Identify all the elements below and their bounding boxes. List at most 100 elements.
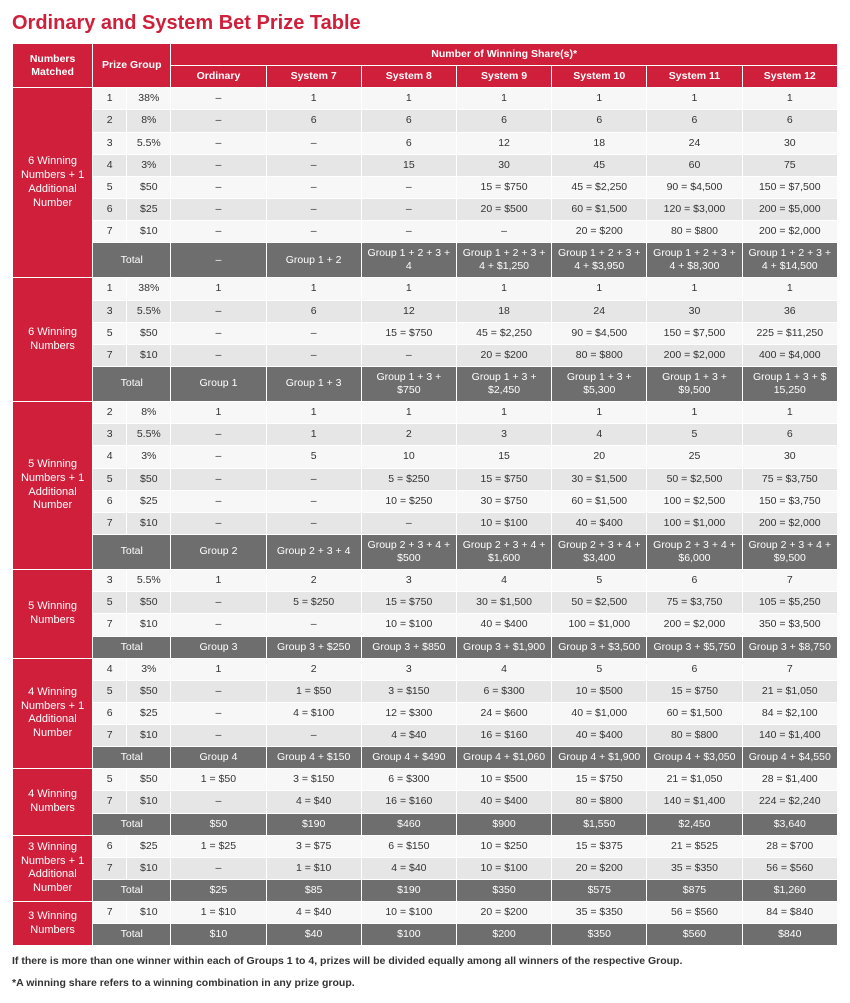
prize-group-cell: $50 bbox=[127, 322, 171, 344]
table-row: 3 Winning Numbers + 1 Additional Number6… bbox=[13, 835, 838, 857]
value-cell: 1 bbox=[456, 402, 551, 424]
table-row: 5 Winning Numbers35.5%1234567 bbox=[13, 570, 838, 592]
section-label: 5 Winning Numbers + 1 Additional Number bbox=[13, 402, 93, 570]
value-cell: 20 = $200 bbox=[456, 902, 551, 924]
value-cell: 24 bbox=[552, 300, 647, 322]
value-cell: 12 = $300 bbox=[361, 702, 456, 724]
table-row: 35.5%–123456 bbox=[13, 424, 838, 446]
value-cell: 1 bbox=[266, 88, 361, 110]
value-cell: 100 = $1,000 bbox=[552, 614, 647, 636]
value-cell: 35 = $350 bbox=[552, 902, 647, 924]
value-cell: 105 = $5,250 bbox=[742, 592, 837, 614]
value-cell: 28 = $700 bbox=[742, 835, 837, 857]
value-cell: 3 = $75 bbox=[266, 835, 361, 857]
value-cell: 30 = $750 bbox=[456, 490, 551, 512]
value-cell: 400 = $4,000 bbox=[742, 344, 837, 366]
value-cell: 1 bbox=[266, 278, 361, 300]
total-cell: Group 1 + 3 + $9,500 bbox=[647, 366, 742, 401]
prize-group-cell: 4 bbox=[93, 658, 127, 680]
value-cell: 10 = $100 bbox=[361, 902, 456, 924]
table-row: 43%–51015202530 bbox=[13, 446, 838, 468]
value-cell: 1 bbox=[552, 88, 647, 110]
prize-group-cell: 6 bbox=[93, 835, 127, 857]
total-cell: Group 4 + $4,550 bbox=[742, 747, 837, 769]
value-cell: 6 = $300 bbox=[456, 680, 551, 702]
prize-group-cell: 2 bbox=[93, 402, 127, 424]
table-row: 5$50–––15 = $75045 = $2,25090 = $4,50015… bbox=[13, 176, 838, 198]
value-cell: 45 bbox=[552, 154, 647, 176]
value-cell: – bbox=[171, 132, 266, 154]
value-cell: – bbox=[266, 221, 361, 243]
value-cell: 3 bbox=[361, 570, 456, 592]
value-cell: – bbox=[171, 446, 266, 468]
table-row: 7$10–1 = $104 = $4010 = $10020 = $20035 … bbox=[13, 857, 838, 879]
table-row: 4 Winning Numbers + 1 Additional Number4… bbox=[13, 658, 838, 680]
value-cell: – bbox=[266, 176, 361, 198]
total-cell: Group 2 bbox=[171, 534, 266, 569]
value-cell: 84 = $2,100 bbox=[742, 702, 837, 724]
prize-group-cell: 7 bbox=[93, 221, 127, 243]
value-cell: 12 bbox=[361, 300, 456, 322]
value-cell: 40 = $400 bbox=[552, 512, 647, 534]
value-cell: – bbox=[361, 221, 456, 243]
value-cell: 1 bbox=[456, 88, 551, 110]
prize-group-cell: $50 bbox=[127, 176, 171, 198]
value-cell: 80 = $800 bbox=[552, 791, 647, 813]
value-cell: 20 = $500 bbox=[456, 198, 551, 220]
value-cell: 20 bbox=[552, 446, 647, 468]
table-row: 6$25––10 = $25030 = $75060 = $1,500100 =… bbox=[13, 490, 838, 512]
prize-group-cell: 5 bbox=[93, 680, 127, 702]
value-cell: 1 = $50 bbox=[266, 680, 361, 702]
hdr-winning-shares: Number of Winning Share(s)* bbox=[171, 44, 838, 66]
total-cell: Group 1 + 2 + 3 + 4 + $8,300 bbox=[647, 243, 742, 278]
value-cell: 60 = $1,500 bbox=[552, 198, 647, 220]
value-cell: 1 = $25 bbox=[171, 835, 266, 857]
value-cell: 5 = $250 bbox=[266, 592, 361, 614]
hdr-system-11: System 11 bbox=[647, 66, 742, 88]
value-cell: 6 bbox=[266, 110, 361, 132]
value-cell: 60 bbox=[647, 154, 742, 176]
total-cell: $200 bbox=[456, 924, 551, 946]
value-cell: 20 = $200 bbox=[456, 344, 551, 366]
value-cell: 1 bbox=[171, 278, 266, 300]
total-row: TotalGroup 3Group 3 + $250Group 3 + $850… bbox=[13, 636, 838, 658]
value-cell: 3 bbox=[456, 424, 551, 446]
total-row: Total$50$190$460$900$1,550$2,450$3,640 bbox=[13, 813, 838, 835]
page-title: Ordinary and System Bet Prize Table bbox=[12, 12, 838, 35]
value-cell: 350 = $3,500 bbox=[742, 614, 837, 636]
total-cell: Group 3 + $850 bbox=[361, 636, 456, 658]
value-cell: 1 bbox=[361, 88, 456, 110]
section-label: 3 Winning Numbers bbox=[13, 902, 93, 946]
prize-group-cell: $25 bbox=[127, 835, 171, 857]
value-cell: 1 bbox=[266, 424, 361, 446]
value-cell: 84 = $840 bbox=[742, 902, 837, 924]
total-cell: Group 2 + 3 + 4 + $6,000 bbox=[647, 534, 742, 569]
table-row: 5 Winning Numbers + 1 Additional Number2… bbox=[13, 402, 838, 424]
total-cell: $575 bbox=[552, 879, 647, 901]
value-cell: 50 = $2,500 bbox=[552, 592, 647, 614]
value-cell: 75 = $3,750 bbox=[647, 592, 742, 614]
value-cell: 40 = $1,000 bbox=[552, 702, 647, 724]
prize-group-cell: 6 bbox=[93, 702, 127, 724]
table-row: 5$50––15 = $75045 = $2,25090 = $4,500150… bbox=[13, 322, 838, 344]
value-cell: 100 = $2,500 bbox=[647, 490, 742, 512]
value-cell: 4 bbox=[456, 658, 551, 680]
hdr-system-12: System 12 bbox=[742, 66, 837, 88]
value-cell: 6 bbox=[552, 110, 647, 132]
value-cell: 5 bbox=[552, 570, 647, 592]
total-cell: $350 bbox=[456, 879, 551, 901]
hdr-system-9: System 9 bbox=[456, 66, 551, 88]
value-cell: 45 = $2,250 bbox=[552, 176, 647, 198]
prize-group-cell: $10 bbox=[127, 857, 171, 879]
total-cell: Group 1 bbox=[171, 366, 266, 401]
value-cell: – bbox=[171, 424, 266, 446]
value-cell: 30 = $1,500 bbox=[456, 592, 551, 614]
value-cell: – bbox=[171, 791, 266, 813]
value-cell: 18 bbox=[456, 300, 551, 322]
total-cell: $460 bbox=[361, 813, 456, 835]
table-row: 6$25–4 = $10012 = $30024 = $60040 = $1,0… bbox=[13, 702, 838, 724]
prize-group-cell: 1 bbox=[93, 278, 127, 300]
value-cell: 3 bbox=[361, 658, 456, 680]
hdr-system-10: System 10 bbox=[552, 66, 647, 88]
section-label: 6 Winning Numbers bbox=[13, 278, 93, 402]
